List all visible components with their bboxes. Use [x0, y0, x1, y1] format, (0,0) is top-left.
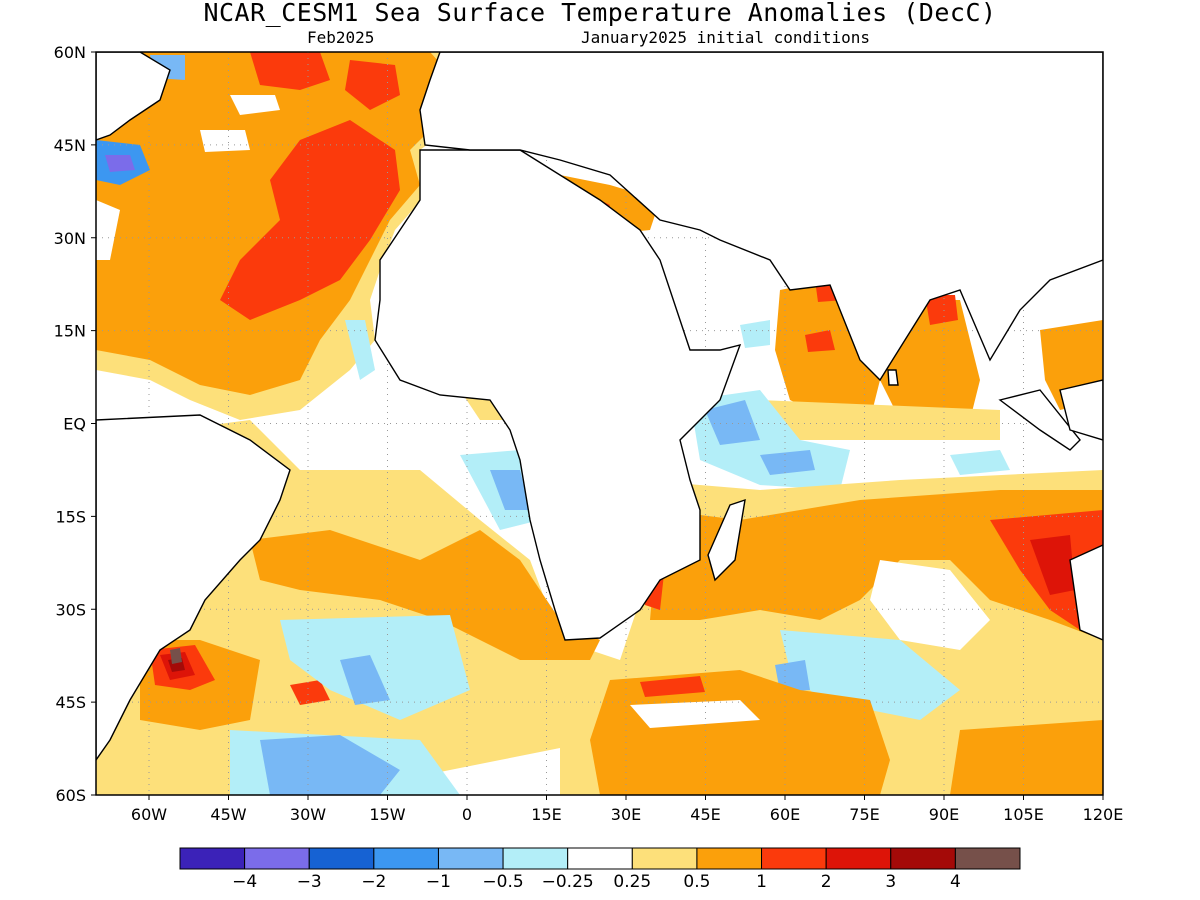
australia-landmass [1069, 544, 1103, 641]
x-tick-label: 105E [1003, 805, 1044, 824]
colorbar-label: 0.25 [613, 872, 651, 892]
colorbar-swatch [308, 847, 375, 870]
colorbar-label: −4 [232, 872, 257, 892]
colorbar-label: −2 [361, 872, 386, 892]
colorbar-label: 1 [756, 872, 767, 892]
southern-ocean-warm [590, 670, 890, 795]
bay-of-bengal-hot [925, 295, 958, 325]
west-indian-cooler2 [760, 450, 815, 475]
y-tick-label: 15S [55, 507, 86, 526]
madagascar [707, 498, 746, 582]
colorbar-swatch [437, 847, 504, 870]
y-tick-label: 30S [55, 600, 86, 619]
y-tick-label: 15N [54, 322, 86, 341]
y-tick-label: 60N [54, 43, 86, 62]
colorbar-label: 2 [821, 872, 832, 892]
north-atlantic-hot-north [250, 52, 330, 90]
x-tick-label: 75E [849, 805, 879, 824]
caribbean-white [96, 200, 120, 260]
x-tick-label: 120E [1083, 805, 1124, 824]
forecast-month: Feb2025 [307, 28, 375, 47]
y-tick-label: 45N [54, 136, 86, 155]
y-tick-label: 30N [54, 229, 86, 248]
north-indian-warm-band [760, 400, 1000, 440]
colorbar-label: 0.5 [683, 872, 710, 892]
southern-ocean-hot [640, 676, 705, 697]
colorbar-swatch [179, 847, 246, 870]
colorbar-label: −0.25 [542, 872, 594, 892]
colorbar-swatch [761, 847, 827, 870]
x-tick-label: 30W [290, 805, 326, 824]
newfoundland-cold-core [105, 155, 135, 172]
north-america-coast [96, 52, 171, 141]
west-australia-hotter [1030, 535, 1075, 595]
atlantic-white-patch [230, 95, 280, 115]
south-atlantic-warm-band [250, 530, 600, 660]
colorbar-swatch [954, 847, 1021, 870]
atlantic-white-patch2 [200, 130, 250, 152]
x-tick-label: 0 [462, 805, 472, 824]
colorbar: −4 −3 −2 −1 −0.5 −0.25 0.25 0.5 1 2 3 4 [179, 847, 1021, 892]
south-atlantic-max-west [170, 648, 182, 664]
x-tick-label: 45E [690, 805, 720, 824]
colorbar-swatch [890, 847, 956, 870]
canary-cool [345, 320, 375, 380]
map-title: NCAR_CESM1 Sea Surface Temperature Anoma… [203, 0, 997, 27]
north-atlantic-hot-core [220, 120, 400, 320]
sri-lanka [887, 369, 899, 386]
colorbar-swatch [631, 847, 698, 870]
southern-ocean-white [630, 700, 760, 728]
europe-landmass [419, 52, 1103, 382]
africa-landmass [374, 149, 742, 641]
arabian-sea-cool [740, 320, 770, 348]
coastlines [96, 52, 1103, 762]
south-indian-white-gap [870, 560, 990, 650]
far-south-warm [950, 720, 1103, 795]
south-atlantic-deep-cold-core [260, 735, 400, 795]
north-atlantic-hot-east [345, 60, 400, 110]
colorbar-label: 3 [885, 872, 896, 892]
colorbar-swatch [244, 847, 310, 870]
south-atlantic-hot-mid [290, 680, 330, 705]
init-conditions: January2025 initial conditions [581, 28, 870, 47]
colorbar-label: −1 [426, 872, 451, 892]
colorbar-swatch [502, 847, 569, 870]
x-tick-label: 90E [929, 805, 959, 824]
y-tick-label: 45S [55, 693, 86, 712]
x-tick-label: 60E [770, 805, 800, 824]
y-tick-label: 60S [55, 786, 86, 805]
colorbar-label: −3 [297, 872, 322, 892]
arabian-sea-hot [805, 330, 835, 352]
south-america-landmass [96, 414, 291, 762]
equatorial-atlantic-cooler [490, 470, 530, 510]
x-tick-label: 30E [611, 805, 641, 824]
colorbar-swatch [696, 847, 763, 870]
colorbar-swatch [373, 847, 439, 870]
sumatra [998, 389, 1081, 451]
south-indian-warm [650, 490, 1103, 640]
south-indian-cooler [775, 660, 810, 692]
x-tick-label: 15W [369, 805, 405, 824]
x-tick-label: 15E [531, 805, 561, 824]
colorbar-swatch [567, 847, 633, 870]
y-tick-label: EQ [63, 415, 86, 434]
axis-ticks: 60W 45W 30W 15W 0 15E 30E 45E 60E 75E 90E 105E 120E 6… [54, 43, 1124, 824]
colorbar-swatch [825, 847, 892, 870]
indonesia-cool [950, 450, 1010, 475]
colorbar-label: −0.5 [482, 872, 523, 892]
borneo [1059, 379, 1103, 441]
west-indian-cooler [705, 400, 760, 445]
south-atlantic-cold-core [340, 655, 390, 705]
colorbar-label: 4 [950, 872, 961, 892]
x-tick-label: 60W [131, 805, 167, 824]
x-tick-label: 45W [210, 805, 246, 824]
